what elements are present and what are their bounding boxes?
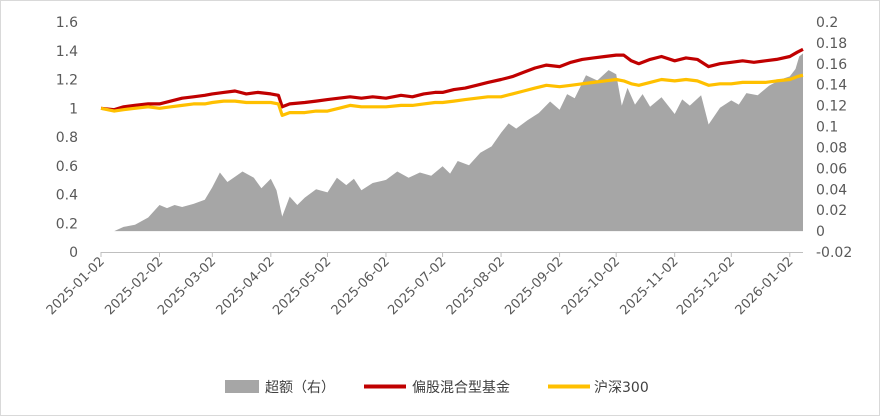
y-right-tick-label: 0.06 bbox=[816, 161, 847, 177]
y-left-tick-label: 0.2 bbox=[56, 216, 78, 232]
y-right-tick-label: 0.18 bbox=[816, 36, 847, 52]
x-tick-label: 2026-01-02 bbox=[733, 254, 797, 318]
series-0-excess-area bbox=[101, 53, 803, 232]
y-right-tick-label: -0.02 bbox=[816, 245, 852, 261]
legend-label-fund: 偏股混合型基金 bbox=[412, 379, 510, 396]
legend-label-excess: 超额（右） bbox=[265, 380, 335, 396]
x-tick-label: 2025-07-02 bbox=[385, 254, 449, 318]
x-tick-label: 2025-05-02 bbox=[270, 254, 334, 318]
x-tick-label: 2025-12-02 bbox=[674, 254, 738, 318]
y-right-tick-label: 0.16 bbox=[816, 57, 847, 73]
series-1-line bbox=[100, 47, 804, 112]
y-right-tick-label: 0.08 bbox=[816, 140, 847, 156]
y-right-tick-label: 0.02 bbox=[816, 203, 847, 219]
y-left-tick-label: 1.4 bbox=[56, 44, 78, 60]
y-right-tick-label: 0.12 bbox=[816, 99, 847, 115]
excess-area-layer bbox=[101, 53, 803, 232]
y-left-tick-label: 0 bbox=[69, 245, 78, 261]
x-tick-label: 2025-08-02 bbox=[444, 254, 508, 318]
y-left-tick-label: 0.8 bbox=[56, 130, 78, 146]
legend-swatch-excess bbox=[225, 380, 259, 393]
y-left-tick-label: 0.6 bbox=[56, 159, 78, 175]
legend: 超额（右） 偏股混合型基金 沪深300 bbox=[225, 379, 649, 396]
y-right-tick-label: 0.14 bbox=[816, 78, 847, 94]
y-right-tick-label: 0.1 bbox=[816, 120, 838, 136]
series-2-line bbox=[100, 73, 804, 117]
y-left-tick-label: 0.4 bbox=[56, 188, 78, 204]
x-tick-label: 2025-04-02 bbox=[214, 254, 278, 318]
y-left-tick-label: 1.2 bbox=[56, 73, 78, 89]
y-right-tick-label: 0.2 bbox=[816, 15, 838, 31]
y-right-tick-label: 0 bbox=[816, 224, 825, 240]
legend-label-hs300: 沪深300 bbox=[594, 380, 649, 396]
x-tick-label: 2025-06-02 bbox=[329, 254, 393, 318]
y-left-tick-label: 1.6 bbox=[56, 15, 78, 31]
axes bbox=[100, 252, 803, 257]
lines-layer bbox=[100, 47, 804, 117]
x-tick-label: 2025-09-02 bbox=[502, 254, 566, 318]
x-tick-label: 2025-11-02 bbox=[617, 254, 681, 318]
x-tick-label: 2025-01-02 bbox=[44, 254, 108, 318]
x-tick-label: 2025-10-02 bbox=[559, 254, 623, 318]
y-right-tick-label: 0.04 bbox=[816, 182, 847, 198]
y-left-tick-label: 1 bbox=[69, 101, 78, 117]
